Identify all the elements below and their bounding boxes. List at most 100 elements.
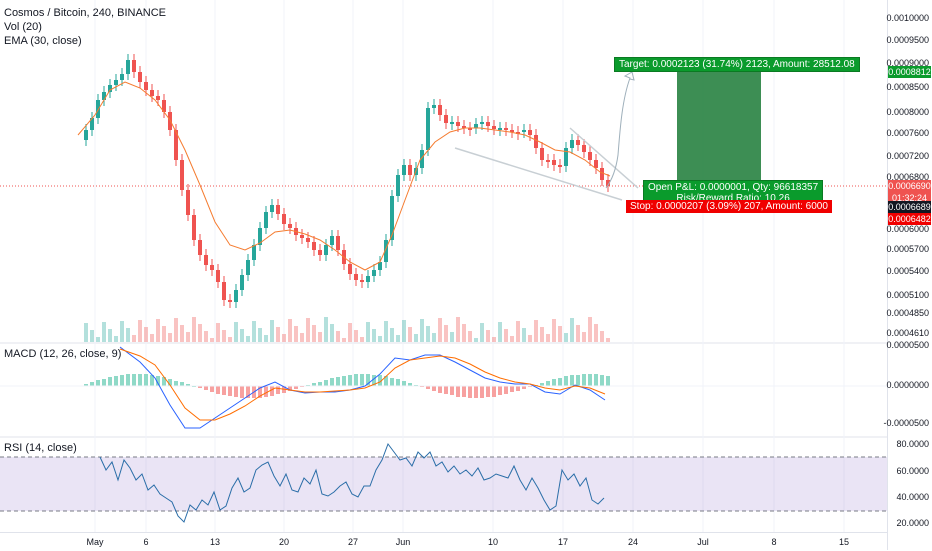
projection-arrow[interactable]	[605, 71, 635, 189]
candle[interactable]	[186, 190, 190, 215]
candle[interactable]	[114, 80, 118, 85]
candle[interactable]	[120, 74, 124, 80]
candle[interactable]	[546, 160, 550, 162]
candle[interactable]	[108, 85, 112, 92]
candle[interactable]	[444, 115, 448, 123]
candle[interactable]	[336, 236, 340, 250]
candle[interactable]	[552, 160, 556, 165]
candles[interactable]	[84, 54, 610, 308]
candle[interactable]	[456, 122, 460, 126]
candle[interactable]	[534, 135, 538, 148]
wedge-lower-line[interactable]	[454, 147, 623, 201]
candle[interactable]	[96, 100, 100, 118]
candle[interactable]	[558, 165, 562, 167]
candle[interactable]	[522, 130, 526, 132]
candle[interactable]	[372, 270, 376, 276]
candle[interactable]	[180, 160, 184, 190]
candle[interactable]	[312, 242, 316, 250]
candle[interactable]	[408, 165, 412, 175]
candle[interactable]	[306, 238, 310, 242]
target-label[interactable]: Target: 0.0002123 (31.74%) 2123, Amount:…	[614, 57, 860, 72]
candle[interactable]	[420, 150, 424, 168]
candle[interactable]	[288, 224, 292, 228]
candle[interactable]	[378, 262, 382, 270]
candle[interactable]	[606, 180, 610, 186]
candle[interactable]	[330, 236, 334, 245]
candle[interactable]	[162, 100, 166, 112]
candle[interactable]	[324, 245, 328, 255]
candle[interactable]	[468, 128, 472, 130]
candle[interactable]	[492, 126, 496, 129]
candle[interactable]	[102, 92, 106, 100]
wedge-upper-line[interactable]	[569, 127, 639, 189]
ema-line[interactable]	[77, 81, 611, 271]
candle[interactable]	[486, 122, 490, 126]
candle[interactable]	[246, 260, 250, 275]
candle[interactable]	[462, 126, 466, 128]
candle[interactable]	[258, 228, 262, 245]
candle[interactable]	[438, 105, 442, 115]
candle[interactable]	[498, 128, 502, 130]
candle[interactable]	[516, 132, 520, 134]
candle[interactable]	[474, 124, 478, 128]
candle[interactable]	[252, 245, 256, 260]
candle[interactable]	[384, 240, 388, 262]
candle[interactable]	[510, 130, 514, 132]
candle[interactable]	[348, 264, 352, 274]
candle[interactable]	[360, 280, 364, 282]
candle[interactable]	[594, 160, 598, 168]
candle[interactable]	[150, 90, 154, 96]
candle[interactable]	[600, 168, 604, 180]
candle[interactable]	[228, 300, 232, 302]
candle[interactable]	[582, 145, 586, 152]
candle[interactable]	[138, 72, 142, 82]
candle[interactable]	[402, 165, 406, 175]
macd-signal-line[interactable]	[119, 348, 606, 421]
chart-legend[interactable]: Cosmos / Bitcoin, 240, BINANCE Vol (20) …	[4, 6, 166, 48]
candle[interactable]	[90, 118, 94, 130]
candle[interactable]	[276, 205, 280, 214]
candle[interactable]	[132, 60, 136, 72]
candle[interactable]	[192, 215, 196, 240]
volume-indicator-label[interactable]: Vol (20)	[4, 21, 42, 33]
candle[interactable]	[564, 148, 568, 166]
candle[interactable]	[210, 265, 214, 270]
candle[interactable]	[540, 148, 544, 160]
price-axis[interactable]: 0.0010000 0.0009500 0.0009000 0.0008500 …	[883, 0, 932, 550]
candle[interactable]	[126, 60, 130, 74]
candle[interactable]	[426, 108, 430, 150]
candle[interactable]	[396, 175, 400, 196]
candle[interactable]	[318, 250, 322, 255]
stop-label[interactable]: Stop: 0.0000207 (3.09%) 207, Amount: 600…	[626, 200, 832, 213]
macd-line[interactable]	[119, 346, 606, 429]
symbol-title[interactable]: Cosmos / Bitcoin, 240, BINANCE	[4, 7, 167, 19]
candle[interactable]	[84, 130, 88, 140]
candle[interactable]	[216, 270, 220, 282]
candle[interactable]	[222, 282, 226, 300]
candle[interactable]	[504, 128, 508, 130]
candle[interactable]	[144, 82, 148, 90]
macd-label[interactable]: MACD (12, 26, close, 9)	[4, 348, 122, 360]
candle[interactable]	[156, 96, 160, 100]
candle[interactable]	[570, 140, 574, 148]
candle[interactable]	[354, 274, 358, 280]
candle[interactable]	[264, 212, 268, 228]
candle[interactable]	[198, 240, 202, 255]
rsi-line[interactable]	[99, 442, 605, 523]
target-zone[interactable]	[677, 67, 761, 185]
candle[interactable]	[174, 130, 178, 160]
rsi-label[interactable]: RSI (14, close)	[4, 442, 77, 454]
candle[interactable]	[282, 214, 286, 224]
candle[interactable]	[576, 140, 580, 145]
ema-indicator-label[interactable]: EMA (30, close)	[4, 35, 82, 47]
candle[interactable]	[366, 276, 370, 282]
candle[interactable]	[528, 130, 532, 135]
candle[interactable]	[450, 122, 454, 124]
candle[interactable]	[270, 205, 274, 212]
candle[interactable]	[204, 255, 208, 265]
candle[interactable]	[240, 275, 244, 290]
candle[interactable]	[300, 235, 304, 238]
candle[interactable]	[588, 152, 592, 160]
candle[interactable]	[480, 122, 484, 124]
candle[interactable]	[234, 290, 238, 302]
